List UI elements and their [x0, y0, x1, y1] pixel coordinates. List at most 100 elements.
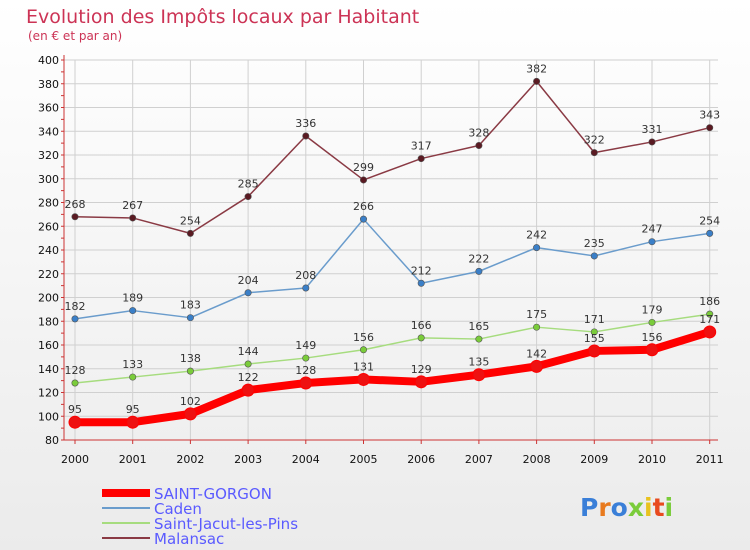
data-point — [533, 77, 541, 85]
data-label: 95 — [68, 403, 82, 416]
data-point — [71, 315, 79, 323]
data-point — [186, 229, 194, 237]
data-label: 128 — [295, 364, 316, 377]
y-tick-label: 300 — [38, 173, 59, 186]
data-point — [706, 310, 714, 318]
chart-subtitle: (en € et par an) — [28, 29, 122, 43]
y-tick-label: 240 — [38, 244, 59, 257]
data-point — [302, 284, 310, 292]
data-label: 222 — [468, 252, 489, 265]
data-point — [417, 334, 425, 342]
y-tick-label: 80 — [45, 434, 59, 447]
data-label: 183 — [180, 299, 201, 312]
series-lines — [68, 77, 717, 429]
data-label: 254 — [180, 214, 201, 227]
legend: SAINT-GORGONCadenSaint-Jacut-les-PinsMal… — [102, 485, 298, 548]
data-label: 133 — [122, 358, 143, 371]
data-point — [475, 267, 483, 275]
x-tick-label: 2002 — [176, 453, 204, 466]
data-point — [703, 325, 717, 339]
data-label: 129 — [411, 363, 432, 376]
data-point — [706, 229, 714, 237]
data-label: 171 — [584, 313, 605, 326]
data-point — [648, 138, 656, 146]
y-tick-label: 120 — [38, 387, 59, 400]
y-tick-label: 160 — [38, 339, 59, 352]
data-label: 268 — [65, 198, 86, 211]
series-line-0 — [71, 327, 714, 427]
x-tick-label: 2010 — [638, 453, 666, 466]
x-tick-label: 2004 — [292, 453, 320, 466]
y-tick-label: 200 — [38, 292, 59, 305]
data-label: 322 — [584, 134, 605, 147]
data-point — [186, 367, 194, 375]
data-label: 204 — [238, 274, 259, 287]
x-tick-label: 2001 — [119, 453, 147, 466]
data-point — [530, 359, 544, 373]
y-tick-label: 280 — [38, 197, 59, 210]
data-label: 156 — [353, 331, 374, 344]
data-point — [587, 344, 601, 358]
series-line-2 — [74, 313, 711, 384]
data-point — [414, 375, 428, 389]
data-point — [359, 176, 367, 184]
data-label: 317 — [411, 140, 432, 153]
series-line-3 — [74, 80, 711, 235]
data-point — [241, 383, 255, 397]
data-label: 382 — [526, 62, 547, 75]
data-label: 165 — [468, 320, 489, 333]
y-tick-label: 400 — [38, 54, 59, 67]
data-point — [129, 214, 137, 222]
data-label: 285 — [238, 178, 259, 191]
data-label: 182 — [65, 300, 86, 313]
data-label: 186 — [699, 295, 720, 308]
x-tick-label: 2005 — [350, 453, 378, 466]
data-label: 144 — [238, 345, 259, 358]
data-point — [706, 124, 714, 132]
data-label: 247 — [642, 223, 663, 236]
proxiti-logo: Proxiti — [580, 493, 673, 522]
data-point — [302, 354, 310, 362]
data-point — [359, 215, 367, 223]
data-label: 328 — [468, 127, 489, 140]
data-label: 242 — [526, 229, 547, 242]
data-point — [590, 328, 598, 336]
data-label: 102 — [180, 395, 201, 408]
data-point — [590, 149, 598, 157]
data-point — [186, 314, 194, 322]
data-label: 343 — [699, 109, 720, 122]
data-label: 267 — [122, 199, 143, 212]
data-point — [417, 155, 425, 163]
data-point — [244, 193, 252, 201]
axes: 80 100 120 140 160 180 200 220 240 260 280 300 320 34… — [38, 54, 724, 466]
chart-title: Evolution des Impôts locaux par Habitant — [26, 6, 419, 28]
data-label: 212 — [411, 264, 432, 277]
data-point — [533, 244, 541, 252]
data-label: 138 — [180, 352, 201, 365]
series-line-1 — [74, 218, 711, 320]
y-tick-label: 340 — [38, 125, 59, 138]
data-point — [129, 307, 137, 315]
x-tick-label: 2008 — [523, 453, 551, 466]
data-point — [244, 289, 252, 297]
x-tick-label: 2000 — [61, 453, 89, 466]
data-label: 156 — [642, 331, 663, 344]
data-point — [648, 238, 656, 246]
data-label: 299 — [353, 161, 374, 174]
data-label: 189 — [122, 292, 143, 305]
legend-label: Caden — [154, 500, 202, 518]
data-label: 266 — [353, 200, 374, 213]
data-point — [533, 323, 541, 331]
y-tick-label: 320 — [38, 149, 59, 162]
data-label: 254 — [699, 214, 720, 227]
data-label: 142 — [526, 347, 547, 360]
data-label: 131 — [353, 360, 374, 373]
data-point — [126, 415, 140, 429]
data-point — [645, 343, 659, 357]
x-tick-label: 2007 — [465, 453, 493, 466]
data-label: 155 — [584, 332, 605, 345]
data-point — [71, 379, 79, 387]
